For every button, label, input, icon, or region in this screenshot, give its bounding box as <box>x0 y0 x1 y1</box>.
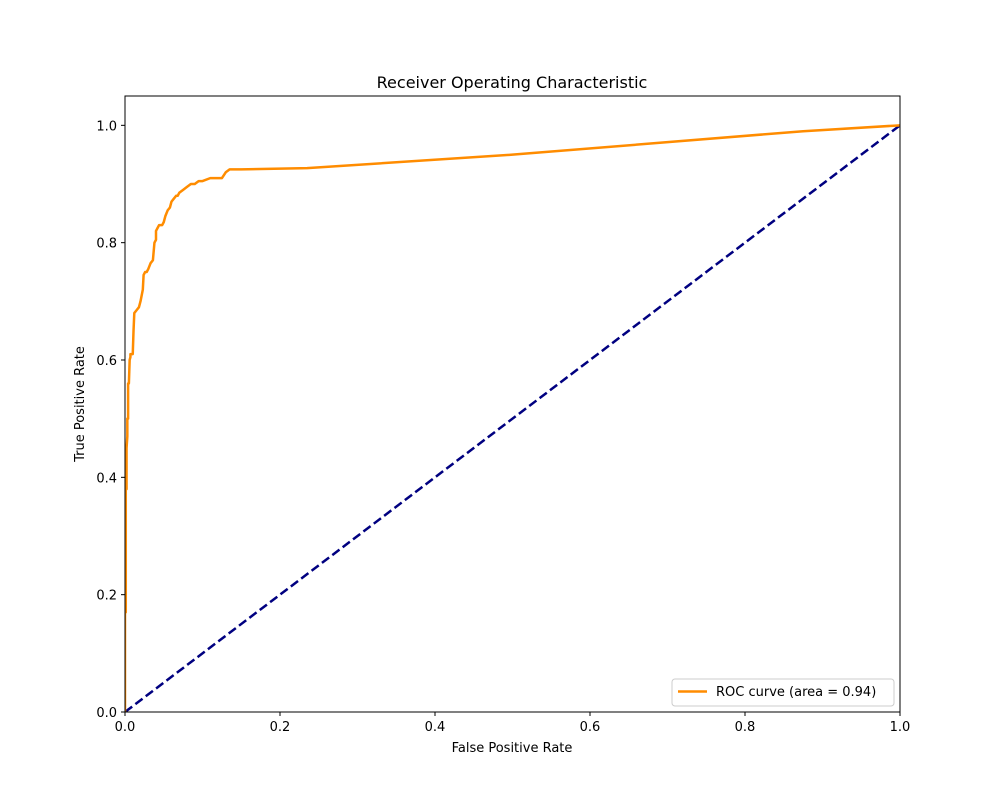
y-tick-label: 1.0 <box>96 119 117 134</box>
x-tick-label: 0.2 <box>270 720 291 735</box>
x-tick-label: 0.4 <box>425 720 446 735</box>
roc-curve-line <box>125 124 900 712</box>
plot-area <box>125 124 900 712</box>
legend-box <box>671 678 895 707</box>
chance-diagonal-line <box>125 124 900 712</box>
x-tick-label: 0.6 <box>580 720 601 735</box>
y-tick-label: 0.0 <box>96 706 117 721</box>
axis-ticks: 0.0 0.2 0.4 0.6 0.8 1.0 0.0 0.2 0.4 0.6 0.8 1.0 <box>96 119 910 735</box>
legend-entry-roc: ROC curve (area = 0.94) <box>716 685 876 700</box>
y-tick-label: 0.2 <box>96 589 117 604</box>
x-tick-label: 0.8 <box>735 720 756 735</box>
x-axis-label: False Positive Rate <box>452 741 573 756</box>
x-tick-label: 0.0 <box>115 720 136 735</box>
y-axis-label: True Positive Rate <box>73 346 88 463</box>
axes-frame <box>124 95 901 713</box>
y-tick-label: 0.6 <box>96 354 117 369</box>
y-tick-label: 0.4 <box>96 471 117 486</box>
x-tick-label: 1.0 <box>890 720 911 735</box>
legend: ROC curve (area = 0.94) <box>671 678 895 707</box>
chart-title: Receiver Operating Characteristic <box>377 73 648 92</box>
y-tick-label: 0.8 <box>96 237 117 252</box>
